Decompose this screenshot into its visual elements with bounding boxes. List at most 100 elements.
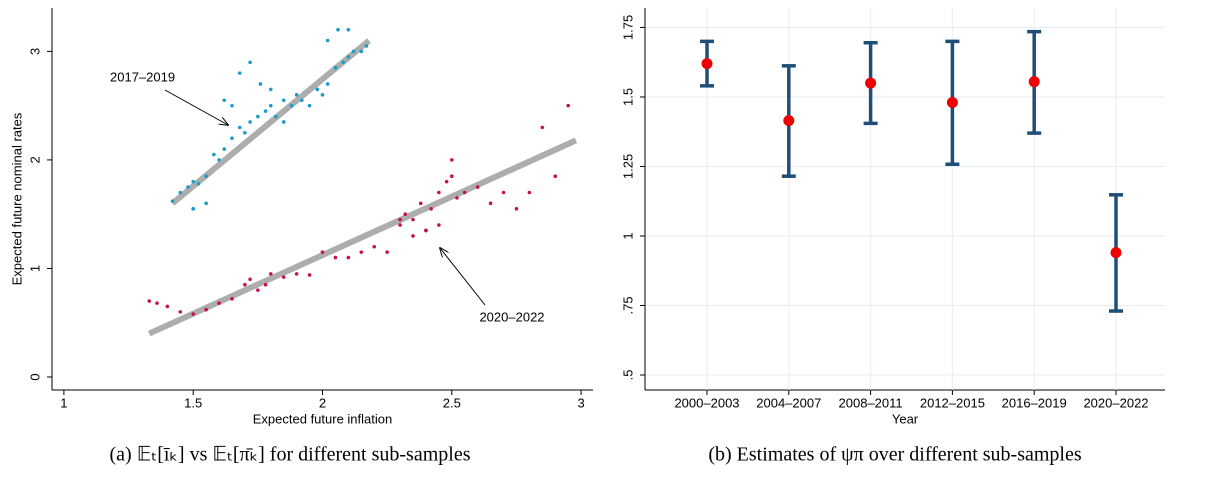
point bbox=[462, 190, 467, 195]
point bbox=[263, 282, 268, 287]
point bbox=[230, 136, 234, 141]
point bbox=[294, 93, 299, 97]
point bbox=[501, 190, 506, 195]
estimate bbox=[1110, 247, 1122, 259]
point bbox=[429, 206, 433, 211]
point bbox=[398, 223, 402, 227]
y-tick-label: 1 bbox=[27, 265, 42, 272]
x-tick-label: 2020–2022 bbox=[1083, 395, 1148, 410]
point bbox=[204, 307, 208, 312]
y-tick-label: 1.25 bbox=[620, 154, 635, 179]
point bbox=[268, 87, 273, 92]
point bbox=[204, 201, 208, 206]
y-tick-label: 1.75 bbox=[620, 15, 635, 40]
point bbox=[444, 179, 449, 184]
caption: (a) 𝔼ₜ[īₖ] vs 𝔼ₜ[π̄ₖ] for different sub-… bbox=[110, 444, 471, 466]
y-tick-label: 3 bbox=[27, 48, 42, 55]
point bbox=[385, 250, 389, 254]
point bbox=[346, 55, 351, 59]
point bbox=[418, 201, 423, 206]
point bbox=[333, 65, 338, 70]
point bbox=[346, 27, 351, 32]
x-tick-label: 2000–2003 bbox=[674, 395, 739, 410]
point bbox=[341, 60, 345, 65]
estimate bbox=[701, 58, 713, 70]
point bbox=[281, 275, 286, 279]
point bbox=[178, 190, 183, 195]
x-tick-label: 2004–2007 bbox=[756, 395, 821, 410]
point bbox=[256, 114, 260, 119]
caption: (b) Estimates of ψπ over different sub-s… bbox=[708, 444, 1081, 466]
point bbox=[359, 250, 364, 254]
point bbox=[170, 199, 175, 203]
estimate bbox=[946, 97, 958, 109]
fit-line bbox=[147, 137, 578, 337]
annotation-arrow bbox=[440, 248, 486, 306]
point bbox=[248, 120, 252, 124]
point bbox=[274, 114, 278, 119]
x-tick-label: 2 bbox=[319, 395, 326, 410]
point bbox=[294, 272, 299, 276]
point bbox=[398, 217, 402, 222]
point bbox=[566, 103, 570, 108]
point bbox=[320, 93, 325, 97]
fit-line bbox=[170, 38, 371, 206]
point bbox=[359, 49, 364, 54]
point bbox=[191, 312, 195, 316]
x-tick-label: 2008–2011 bbox=[839, 395, 903, 410]
point bbox=[258, 82, 263, 86]
point bbox=[222, 147, 227, 151]
point bbox=[325, 38, 330, 43]
point bbox=[217, 158, 221, 162]
point bbox=[336, 27, 340, 32]
point bbox=[364, 44, 369, 48]
point bbox=[553, 174, 558, 179]
x-tick-label: 1 bbox=[60, 395, 67, 410]
annotation: 2020–2022 bbox=[479, 309, 544, 324]
point bbox=[455, 196, 459, 200]
point bbox=[268, 103, 273, 108]
x-tick-label: 2.5 bbox=[443, 395, 461, 410]
y-tick-label: 1.5 bbox=[620, 88, 635, 106]
point bbox=[147, 299, 152, 303]
point bbox=[263, 109, 268, 113]
estimate bbox=[865, 77, 877, 89]
point bbox=[346, 255, 351, 260]
point bbox=[248, 277, 252, 282]
point bbox=[411, 234, 415, 238]
point bbox=[289, 103, 294, 108]
point bbox=[191, 179, 195, 184]
point bbox=[307, 273, 312, 277]
point bbox=[307, 103, 312, 108]
estimate bbox=[783, 115, 795, 127]
point bbox=[403, 212, 408, 216]
y-tick-label: .75 bbox=[620, 296, 635, 314]
y-tick-label: .5 bbox=[620, 370, 635, 381]
point bbox=[437, 190, 441, 195]
point bbox=[281, 120, 286, 124]
point bbox=[165, 304, 170, 309]
y-tick-label: 0 bbox=[27, 373, 42, 380]
point bbox=[325, 82, 330, 86]
point bbox=[237, 125, 242, 130]
x-tick-label: 2012–2015 bbox=[920, 395, 985, 410]
point bbox=[281, 98, 286, 103]
y-axis-label: Expected future nominal rates bbox=[9, 112, 24, 285]
point bbox=[437, 223, 441, 227]
point bbox=[450, 174, 454, 179]
point bbox=[230, 297, 234, 301]
point bbox=[300, 98, 304, 103]
point bbox=[475, 185, 480, 189]
point bbox=[230, 103, 234, 108]
point bbox=[540, 125, 545, 130]
annotation: 2017–2019 bbox=[110, 69, 175, 84]
point bbox=[237, 71, 242, 75]
point bbox=[243, 131, 247, 135]
point bbox=[204, 174, 208, 179]
point bbox=[178, 310, 183, 314]
annotation-arrow bbox=[164, 89, 228, 125]
point bbox=[351, 49, 356, 54]
point bbox=[450, 158, 454, 162]
point bbox=[191, 206, 195, 211]
